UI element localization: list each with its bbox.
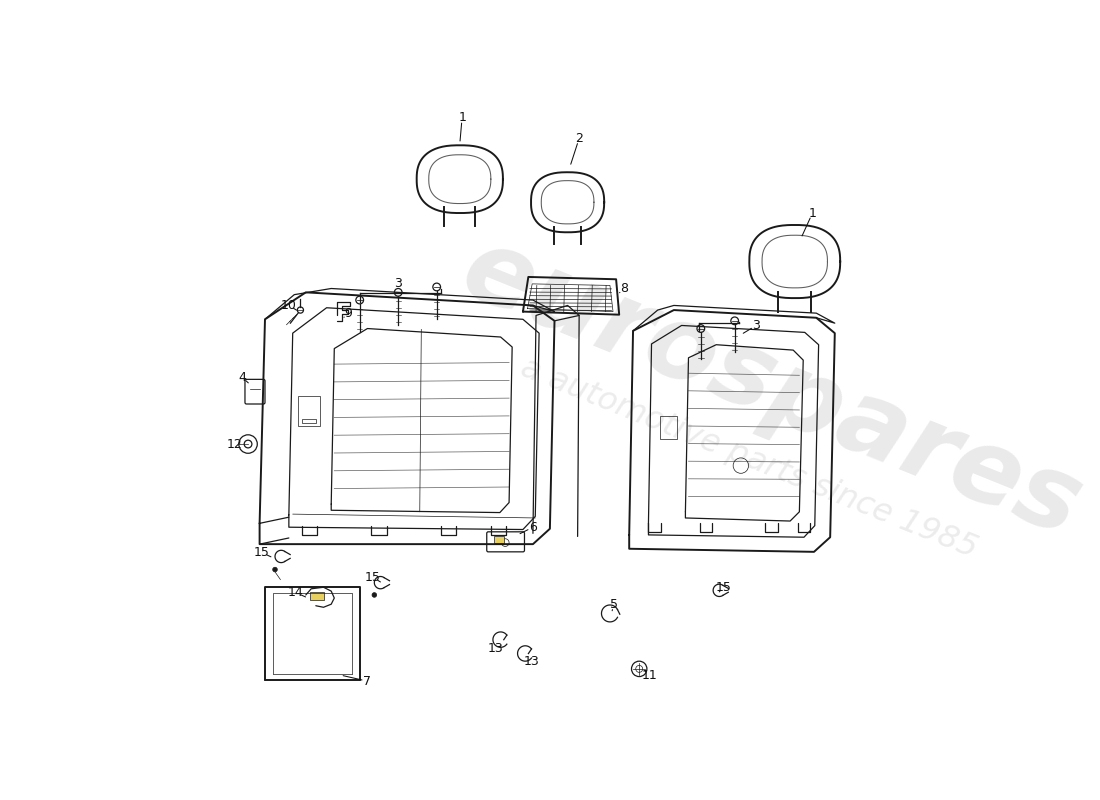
Text: 2: 2	[575, 132, 583, 145]
Text: 12: 12	[227, 438, 242, 450]
Text: 9: 9	[344, 306, 352, 320]
Bar	[298, 396, 320, 426]
Text: 15: 15	[365, 570, 381, 584]
Text: 14: 14	[288, 586, 304, 599]
Bar	[495, 537, 504, 542]
Text: eurospares: eurospares	[448, 218, 1096, 558]
Text: 15: 15	[716, 581, 732, 594]
Text: 3: 3	[394, 277, 403, 290]
Text: 8: 8	[619, 282, 628, 295]
Text: 3: 3	[752, 319, 760, 332]
Text: 15: 15	[254, 546, 270, 559]
Bar	[310, 592, 323, 599]
Circle shape	[372, 593, 376, 598]
Bar	[660, 415, 676, 438]
Text: a automotive parts since 1985: a automotive parts since 1985	[516, 352, 981, 564]
Text: 11: 11	[642, 669, 658, 682]
Text: 6: 6	[529, 521, 537, 534]
Text: 4: 4	[238, 370, 245, 383]
Text: 13: 13	[488, 642, 504, 655]
Text: 7: 7	[363, 674, 372, 688]
Circle shape	[273, 567, 277, 572]
Text: 1: 1	[808, 206, 816, 219]
Text: 13: 13	[524, 655, 539, 669]
Text: 1: 1	[459, 111, 466, 124]
Text: 5: 5	[609, 598, 618, 610]
Text: 10: 10	[280, 299, 297, 312]
Bar	[301, 419, 316, 423]
